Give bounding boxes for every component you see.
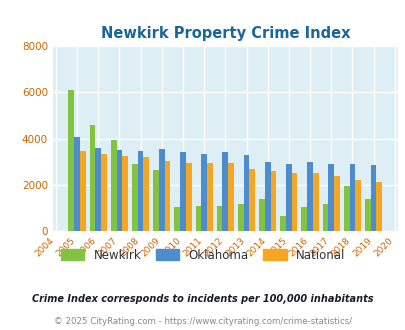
Bar <box>111 140 116 231</box>
Bar <box>122 156 128 231</box>
Bar <box>301 207 307 231</box>
Bar <box>164 160 170 231</box>
Bar <box>237 204 243 231</box>
Bar <box>322 204 328 231</box>
Bar <box>343 186 349 231</box>
Bar <box>90 125 95 231</box>
Title: Newkirk Property Crime Index: Newkirk Property Crime Index <box>100 26 349 41</box>
Bar <box>349 164 354 231</box>
Bar <box>375 182 381 231</box>
Bar <box>249 169 254 231</box>
Bar <box>364 199 370 231</box>
Bar <box>312 173 318 231</box>
Bar <box>228 163 233 231</box>
Bar <box>264 162 270 231</box>
Bar <box>279 216 285 231</box>
Bar <box>137 151 143 231</box>
Bar <box>370 165 375 231</box>
Bar <box>354 180 360 231</box>
Bar <box>180 152 185 231</box>
Bar <box>132 164 137 231</box>
Bar <box>68 90 74 231</box>
Bar <box>143 157 149 231</box>
Bar <box>101 154 107 231</box>
Bar <box>185 163 191 231</box>
Bar <box>216 206 222 231</box>
Bar <box>80 151 85 231</box>
Bar <box>153 170 158 231</box>
Bar <box>258 199 264 231</box>
Bar <box>291 173 297 231</box>
Bar <box>74 137 80 231</box>
Bar <box>285 164 291 231</box>
Bar <box>328 164 333 231</box>
Bar <box>222 152 228 231</box>
Text: © 2025 CityRating.com - https://www.cityrating.com/crime-statistics/: © 2025 CityRating.com - https://www.city… <box>54 317 351 326</box>
Legend: Newkirk, Oklahoma, National: Newkirk, Oklahoma, National <box>56 244 349 266</box>
Bar <box>201 154 207 231</box>
Bar <box>270 171 275 231</box>
Bar <box>174 207 180 231</box>
Bar <box>158 149 164 231</box>
Bar <box>333 176 339 231</box>
Bar <box>207 163 212 231</box>
Bar <box>243 155 249 231</box>
Bar <box>95 148 101 231</box>
Bar <box>307 162 312 231</box>
Bar <box>195 206 201 231</box>
Text: Crime Index corresponds to incidents per 100,000 inhabitants: Crime Index corresponds to incidents per… <box>32 294 373 304</box>
Bar <box>116 150 122 231</box>
